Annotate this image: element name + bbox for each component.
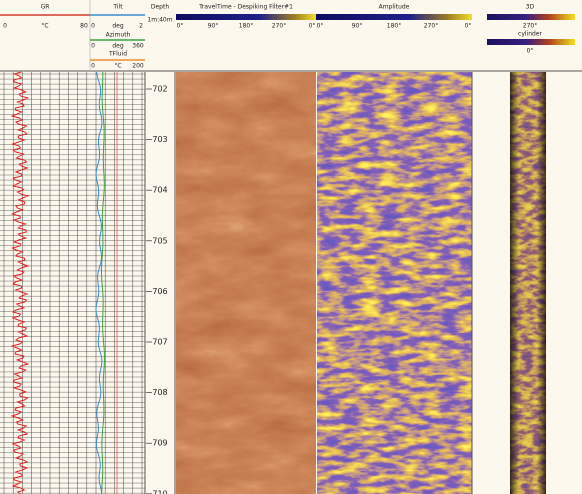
scale-tick-label: 0°: [317, 23, 324, 30]
traveltime-image: [176, 72, 316, 494]
azimuth-max: 360: [132, 43, 144, 50]
depth-label: 703: [152, 135, 167, 144]
tilt-title: Tilt: [112, 4, 123, 11]
tilt-curve: [95, 71, 103, 494]
amplitude-title: Amplitude: [379, 4, 410, 11]
scale-tick-label: 0°: [465, 23, 472, 30]
three-d-bottom: 0°: [527, 48, 534, 55]
traveltime-ticks: 0° 90° 180° 270° 0°: [177, 23, 316, 30]
gr-max: 80: [80, 23, 88, 30]
depth-scale: 1m:40m: [147, 17, 172, 24]
gr-title: GR: [41, 4, 50, 11]
tfluid-title: TFluid: [108, 51, 127, 58]
tilt-max: 2: [139, 23, 143, 30]
depth-label: 704: [152, 186, 167, 195]
three-d-top: 270°: [523, 23, 537, 30]
gr-curve: [10, 71, 30, 494]
amplitude-colorbar: [316, 14, 472, 20]
azimuth-min: 0: [91, 43, 95, 50]
depth-labels: 702 703 704 705 706 707 708 709 710: [146, 85, 168, 494]
scale-tick-label: 0°: [177, 23, 184, 30]
scale-tick-label: 180°: [239, 23, 253, 30]
tilt-unit: deg: [112, 23, 124, 30]
traveltime-title: TravelTime - Despiking Filter#1: [198, 4, 293, 11]
tilt-min: 0: [91, 23, 95, 30]
traveltime-colorbar: [176, 14, 316, 20]
depth-label: 702: [152, 85, 167, 94]
track-grid: [0, 72, 176, 494]
depth-label: 707: [152, 338, 167, 347]
scale-tick-label: 90°: [352, 23, 363, 30]
three-d-label: cylinder: [518, 31, 542, 38]
gr-min: 0: [3, 23, 7, 30]
depth-label: 709: [152, 439, 167, 448]
depth-label: 708: [152, 388, 167, 397]
depth-label: 710: [152, 489, 167, 494]
three-d-colorbar-top: [487, 14, 575, 20]
three-d-colorbar-bottom: [487, 39, 575, 45]
depth-title: Depth: [151, 4, 169, 11]
scale-tick-label: 180°: [387, 23, 401, 30]
azimuth-title: Azimuth: [106, 32, 131, 39]
azimuth-unit: deg: [112, 43, 124, 50]
amplitude-ticks: 0° 90° 180° 270° 0°: [317, 23, 472, 30]
tfluid-max: 200: [132, 63, 144, 70]
depth-label: 706: [152, 287, 167, 296]
depth-label: 705: [152, 236, 167, 245]
scale-tick-label: 90°: [208, 23, 219, 30]
scale-tick-label: 270°: [424, 23, 438, 30]
three-d-title: 3D: [526, 4, 535, 11]
three-d-shading: [510, 72, 546, 494]
azimuth-curve: [101, 72, 105, 494]
scale-tick-label: 270°: [272, 23, 286, 30]
tfluid-unit: °C: [114, 63, 121, 70]
curves: [10, 71, 118, 494]
tfluid-min: 0: [91, 63, 95, 70]
amplitude-image: [317, 72, 472, 494]
scale-tick-label: 0°: [309, 23, 316, 30]
gr-unit: °C: [41, 23, 48, 30]
